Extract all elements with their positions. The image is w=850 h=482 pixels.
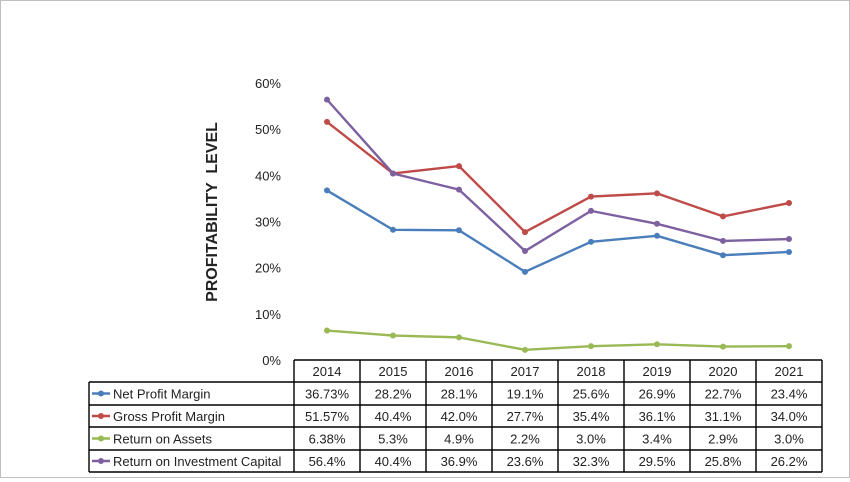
table-cell-value: 3.0% (774, 432, 804, 447)
legend-key-marker (98, 413, 104, 419)
x-tick-label: 2017 (511, 364, 540, 379)
table-cell-value: 23.4% (771, 387, 808, 402)
table-cell-value: 35.4% (573, 409, 610, 424)
data-point (324, 96, 330, 103)
data-point (390, 332, 396, 339)
x-tick-label: 2019 (643, 364, 672, 379)
table-cell-value: 3.0% (576, 432, 606, 447)
data-point (522, 248, 528, 255)
table-cell-value: 6.38% (309, 432, 346, 447)
data-point (786, 200, 792, 207)
table-cell-value: 2.2% (510, 432, 540, 447)
data-point (456, 163, 462, 170)
table-cell-value: 36.73% (305, 387, 350, 402)
table-cell-value: 23.6% (507, 454, 544, 469)
table-cell-value: 28.2% (375, 387, 412, 402)
series-line (326, 120, 790, 234)
y-axis-ticks: 0% 10% 20% 30% 40% 50% 60% (255, 76, 281, 368)
table-cell-value: 40.4% (375, 409, 412, 424)
x-tick-label: 2018 (577, 364, 606, 379)
table-cell-value: 40.4% (375, 454, 412, 469)
y-axis-label: PROFITABILITY LEVEL (204, 122, 221, 302)
x-tick-label: 2015 (379, 364, 408, 379)
data-point (588, 207, 594, 214)
data-point (654, 190, 660, 197)
data-point (786, 248, 792, 255)
data-point (720, 343, 726, 350)
legend-key-marker (98, 390, 104, 397)
y-tick-label: 30% (255, 215, 281, 230)
data-point (588, 343, 594, 350)
data-point (654, 220, 660, 227)
x-tick-label: 2014 (313, 364, 342, 379)
x-tick-label: 2021 (775, 364, 804, 379)
y-tick-label: 0% (262, 353, 281, 368)
table-cell-value: 25.8% (705, 454, 742, 469)
data-point (720, 252, 726, 259)
data-point (522, 346, 528, 353)
data-point (456, 227, 462, 234)
data-point (786, 343, 792, 350)
table-cell-value: 32.3% (573, 454, 610, 469)
legend-series-name: Return on Investment Capital (113, 454, 281, 469)
data-point (786, 236, 792, 243)
data-point (390, 226, 396, 233)
data-point (588, 238, 594, 245)
table-cell-value: 29.5% (639, 454, 676, 469)
table-cell-value: 19.1% (507, 387, 544, 402)
table-cell-value: 51.57% (305, 409, 350, 424)
table-cell-value: 22.7% (705, 387, 742, 402)
series-line (326, 189, 790, 274)
data-table: 2014 2015 2016 2017 2018 2019 2020 2021 Net Prof… (88, 359, 823, 473)
series-line (326, 329, 790, 352)
y-tick-label: 10% (255, 307, 281, 322)
data-point (522, 229, 528, 236)
table-cell-value: 42.0% (441, 409, 478, 424)
data-point (324, 118, 330, 125)
y-tick-label: 50% (255, 122, 281, 137)
series-line (326, 98, 790, 253)
legend-series-name: Net Profit Margin (113, 387, 211, 402)
table-cell-value: 3.4% (642, 432, 672, 447)
table-cell-value: 28.1% (441, 387, 478, 402)
table-cell-value: 31.1% (705, 409, 742, 424)
y-tick-label: 40% (255, 168, 281, 183)
table-cell-value: 36.1% (639, 409, 676, 424)
y-tick-label: 60% (255, 76, 281, 91)
table-cell-value: 25.6% (573, 387, 610, 402)
x-tick-label: 2020 (709, 364, 738, 379)
legend-key-marker (98, 435, 104, 442)
table-cell-value: 56.4% (309, 454, 346, 469)
x-tick-label: 2016 (445, 364, 474, 379)
data-point (720, 213, 726, 220)
table-cell-value: 5.3% (378, 432, 408, 447)
data-point (522, 268, 528, 275)
data-point (456, 334, 462, 341)
data-point (324, 187, 330, 194)
series-lines (324, 96, 792, 353)
data-point (390, 170, 396, 177)
data-point (456, 186, 462, 193)
data-point (720, 237, 726, 244)
table-cell-value: 26.2% (771, 454, 808, 469)
y-tick-label: 20% (255, 261, 281, 276)
data-point (588, 193, 594, 200)
legend-series-name: Return on Assets (113, 432, 212, 447)
data-point (654, 341, 660, 348)
data-point (324, 327, 330, 334)
table-cell-value: 27.7% (507, 409, 544, 424)
table-cell-value: 2.9% (708, 432, 738, 447)
table-cell-value: 4.9% (444, 432, 474, 447)
table-cell-value: 36.9% (441, 454, 478, 469)
legend-series-name: Gross Profit Margin (113, 409, 225, 424)
data-point (654, 232, 660, 239)
table-cell-value: 34.0% (771, 409, 808, 424)
table-cell-value: 26.9% (639, 387, 676, 402)
legend-key-marker (98, 458, 104, 464)
